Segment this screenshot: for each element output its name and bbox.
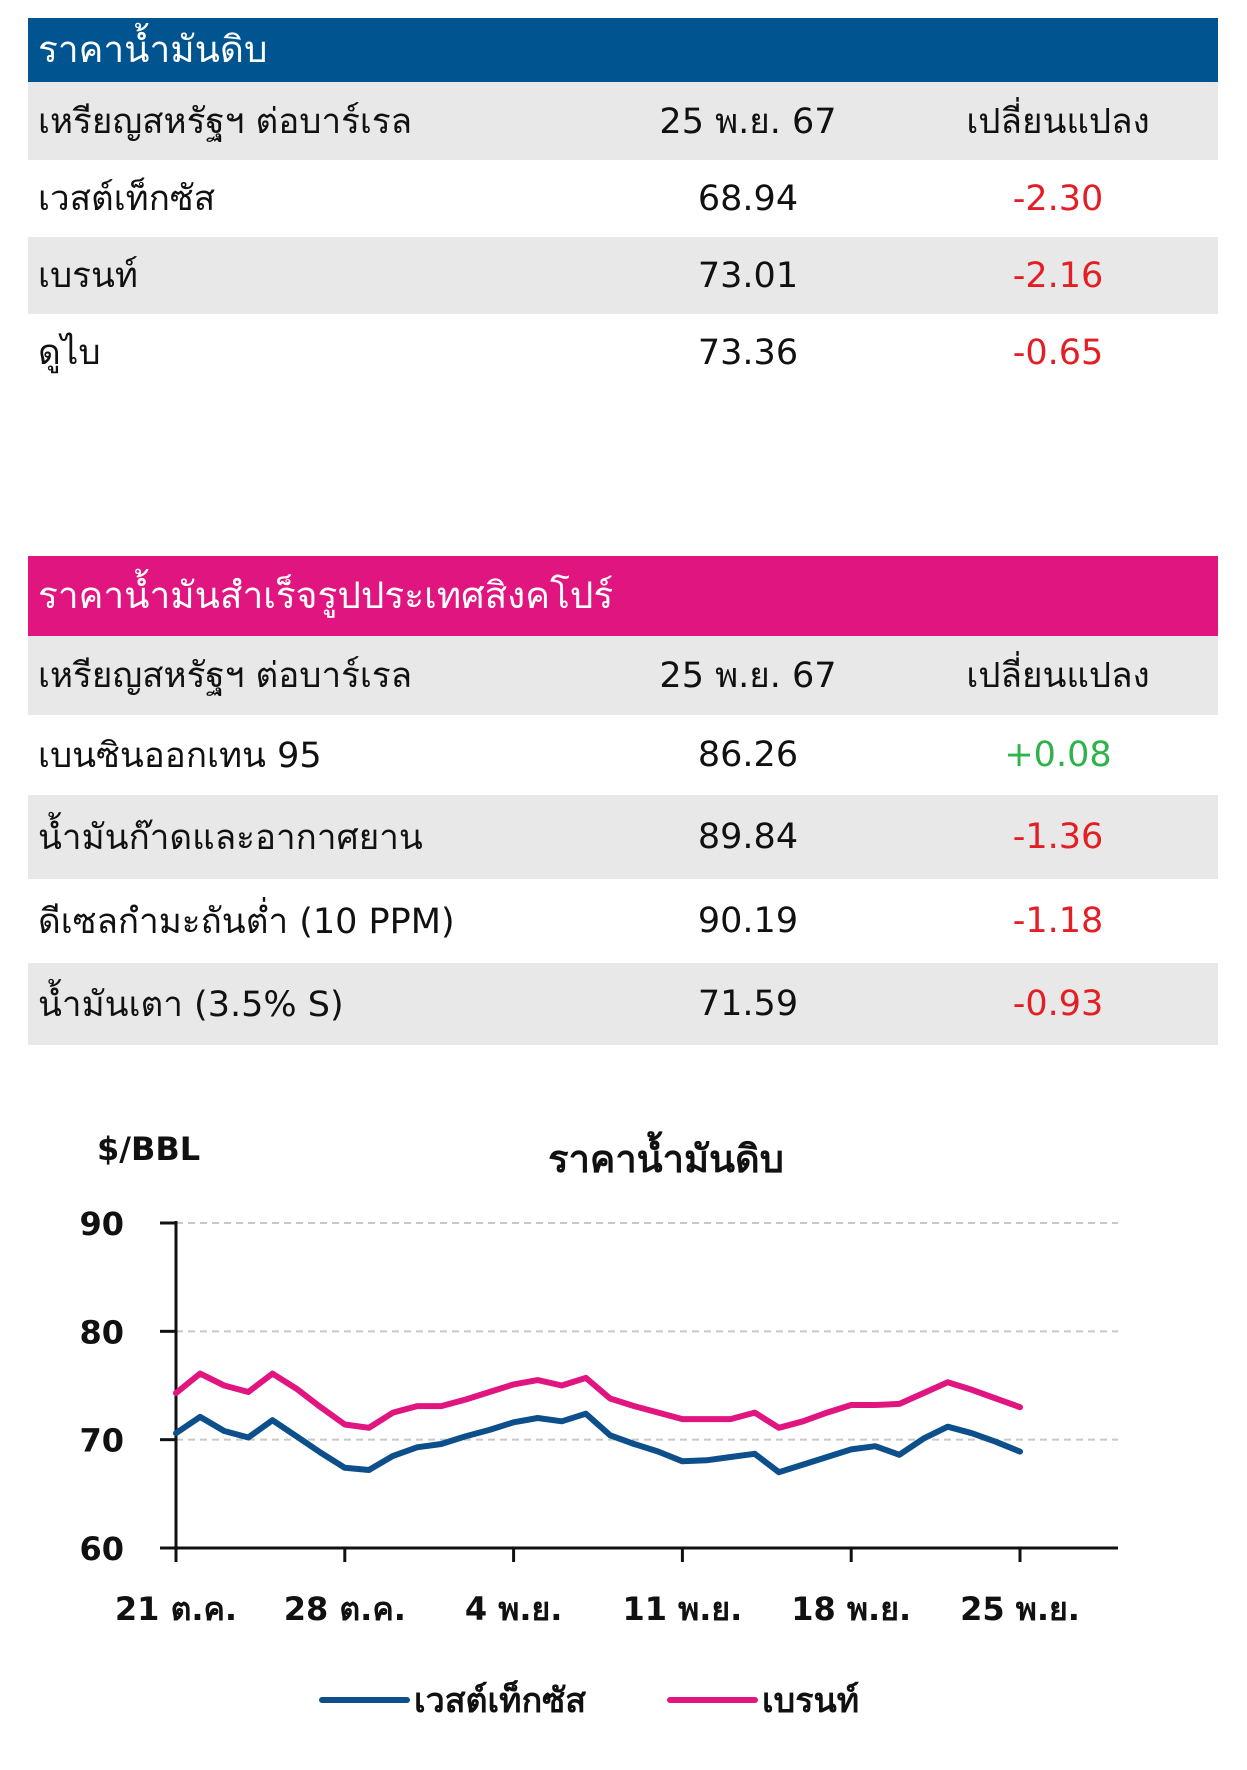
table-header-row: เหรียญสหรัฐฯ ต่อบาร์เรล 25 พ.ย. 67 เปลี่…	[28, 82, 1218, 160]
product-name: ดีเซลกำมะถันต่ำ (10 PPM)	[38, 901, 455, 942]
product-price: 89.84	[697, 817, 799, 857]
x-tick-label: 18 พ.ย.	[791, 1590, 911, 1628]
x-tick-label: 4 พ.ย.	[465, 1590, 563, 1628]
product-price: 90.19	[697, 901, 799, 941]
oil-name: เบรนท์	[38, 256, 138, 296]
header-change: เปลี่ยนแปลง	[966, 656, 1150, 696]
singapore-products-table: ราคาน้ำมันสำเร็จรูปประเทศสิงคโปร์ เหรียญ…	[28, 556, 1218, 1045]
crude-oil-table-title: ราคาน้ำมันดิบ	[28, 18, 1218, 82]
product-name: เบนซินออกเทน 95	[38, 735, 322, 776]
table-row: เวสต์เท็กซัส 68.94 -2.30	[28, 160, 1218, 237]
x-tick-label: 21 ต.ค.	[115, 1590, 237, 1628]
crude-oil-table: ราคาน้ำมันดิบ เหรียญสหรัฐฯ ต่อบาร์เรล 25…	[28, 18, 1218, 391]
product-price: 71.59	[697, 984, 799, 1024]
table-row: ดูไบ 73.36 -0.65	[28, 314, 1218, 391]
y-tick-label: 80	[79, 1313, 124, 1351]
header-unit: เหรียญสหรัฐฯ ต่อบาร์เรล	[38, 101, 413, 142]
y-tick-label: 90	[79, 1205, 124, 1243]
header-unit: เหรียญสหรัฐฯ ต่อบาร์เรล	[38, 656, 413, 696]
product-change: -1.18	[1012, 901, 1104, 941]
table-row: น้ำมันก๊าดและอากาศยาน 89.84 -1.36	[28, 795, 1218, 879]
table-row: น้ำมันเตา (3.5% S) 71.59 -0.93	[28, 963, 1218, 1045]
product-change: +0.08	[1004, 735, 1112, 775]
product-change: -0.93	[1012, 984, 1104, 1024]
oil-name: ดูไบ	[38, 333, 101, 373]
legend-label: เบรนท์	[762, 1681, 859, 1721]
table-row: เบนซินออกเทน 95 86.26 +0.08	[28, 715, 1218, 795]
product-change: -1.36	[1012, 817, 1104, 857]
chart-title: ราคาน้ำมันดิบ	[548, 1131, 784, 1181]
x-tick-label: 25 พ.ย.	[960, 1590, 1080, 1628]
product-name: น้ำมันก๊าดและอากาศยาน	[38, 817, 423, 858]
oil-change: -0.65	[1012, 332, 1104, 373]
header-date: 25 พ.ย. 67	[659, 656, 837, 696]
legend-label: เวสต์เท็กซัส	[414, 1679, 586, 1721]
oil-price: 68.94	[697, 178, 799, 219]
y-tick-label: 70	[79, 1422, 124, 1460]
wti-series-line	[173, 1410, 1023, 1476]
table-row: ดีเซลกำมะถันต่ำ (10 PPM) 90.19 -1.18	[28, 879, 1218, 963]
singapore-table-title: ราคาน้ำมันสำเร็จรูปประเทศสิงคโปร์	[28, 556, 1218, 636]
crude-oil-price-chart: $/BBL ราคาน้ำมันดิบ 60 70 80 90 21 ต.ค. 28 ต.…	[79, 1130, 1118, 1721]
oil-change: -2.30	[1012, 178, 1104, 219]
table-row: เบรนท์ 73.01 -2.16	[28, 237, 1218, 314]
oil-change: -2.16	[1012, 255, 1104, 296]
table-header-row: เหรียญสหรัฐฯ ต่อบาร์เรล 25 พ.ย. 67 เปลี่…	[28, 636, 1218, 715]
oil-name: เวสต์เท็กซัส	[38, 179, 216, 219]
x-tick-label: 28 ต.ค.	[284, 1590, 406, 1628]
y-tick-label: 60	[79, 1530, 124, 1568]
header-change: เปลี่ยนแปลง	[966, 101, 1150, 142]
header-date: 25 พ.ย. 67	[659, 101, 837, 142]
product-price: 86.26	[697, 735, 799, 775]
oil-price: 73.01	[697, 255, 799, 296]
brent-series-line	[173, 1370, 1023, 1431]
product-name: น้ำมันเตา (3.5% S)	[38, 984, 344, 1025]
y-axis-unit: $/BBL	[97, 1130, 200, 1168]
oil-price: 73.36	[697, 332, 799, 373]
x-tick-label: 11 พ.ย.	[622, 1590, 742, 1628]
